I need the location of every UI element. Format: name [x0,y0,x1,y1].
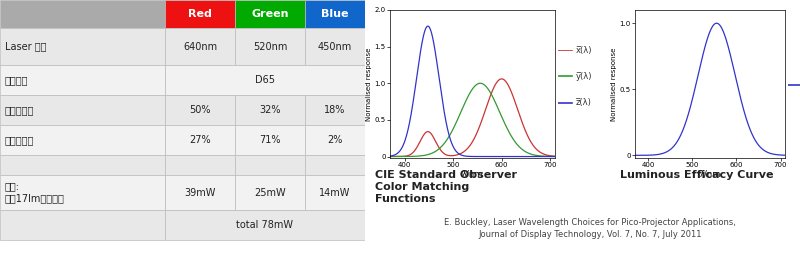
Bar [0,65,165,95]
Text: 示例:: 示例: [5,182,20,192]
Bar [235,95,305,125]
Text: x̅(λ): x̅(λ) [576,46,592,55]
Text: 50%: 50% [190,105,210,115]
Text: 18%: 18% [324,105,346,115]
Y-axis label: Normalised response: Normalised response [366,47,372,121]
Bar [0,28,165,65]
Bar [165,65,365,95]
Bar [0,95,165,125]
Bar [305,95,365,125]
Text: Green: Green [251,9,289,19]
Bar [235,155,305,175]
Bar [235,175,305,210]
Text: 450nm: 450nm [318,42,352,51]
Text: Color Matching: Color Matching [375,182,470,192]
Text: Laser 波长: Laser 波长 [5,42,46,51]
Bar [0,0,165,28]
Text: Blue: Blue [322,9,349,19]
Bar [305,28,365,65]
Bar [165,95,235,125]
Text: Journal of Display Technology, Vol. 7, No. 7, July 2011: Journal of Display Technology, Vol. 7, N… [478,230,702,239]
Text: D65: D65 [255,75,275,85]
Text: 光通量比例: 光通量比例 [5,135,34,145]
Bar [305,0,365,28]
Text: 14mW: 14mW [319,188,350,197]
Text: CIE Standard Observer: CIE Standard Observer [375,170,517,180]
Bar [165,0,235,28]
Bar [235,28,305,65]
Bar [165,125,235,155]
Text: 目标白点: 目标白点 [5,75,29,85]
Bar [165,155,235,175]
Text: Red: Red [188,9,212,19]
Text: Functions: Functions [375,194,435,204]
Bar [0,210,165,240]
Bar [165,28,235,65]
Text: 25mW: 25mW [254,188,286,197]
Text: 等咄17lm白光通量: 等咄17lm白光通量 [5,193,65,204]
Text: 27%: 27% [189,135,211,145]
Y-axis label: Normalised response: Normalised response [611,47,617,121]
X-axis label: λ/nm: λ/nm [462,170,483,179]
Text: 640nm: 640nm [183,42,217,51]
Bar [165,210,365,240]
Text: 39mW: 39mW [184,188,216,197]
Bar [235,0,305,28]
Text: 520nm: 520nm [253,42,287,51]
Bar [235,125,305,155]
Text: 32%: 32% [259,105,281,115]
Text: total 78mW: total 78mW [237,220,294,230]
Text: E. Buckley, Laser Wavelength Choices for Pico-Projector Applications,: E. Buckley, Laser Wavelength Choices for… [444,218,736,227]
Text: Luminous Efficacy Curve: Luminous Efficacy Curve [620,170,774,180]
Bar [305,155,365,175]
Bar [305,175,365,210]
Text: 71%: 71% [259,135,281,145]
X-axis label: λ/nm: λ/nm [699,170,721,179]
Bar [305,125,365,155]
Bar [0,175,165,210]
Text: 2%: 2% [327,135,342,145]
Bar [0,155,165,175]
Text: y̅(λ): y̅(λ) [576,72,592,81]
Text: z̅(λ): z̅(λ) [576,98,591,107]
Bar [165,175,235,210]
Text: 光功率比例: 光功率比例 [5,105,34,115]
Bar [0,125,165,155]
